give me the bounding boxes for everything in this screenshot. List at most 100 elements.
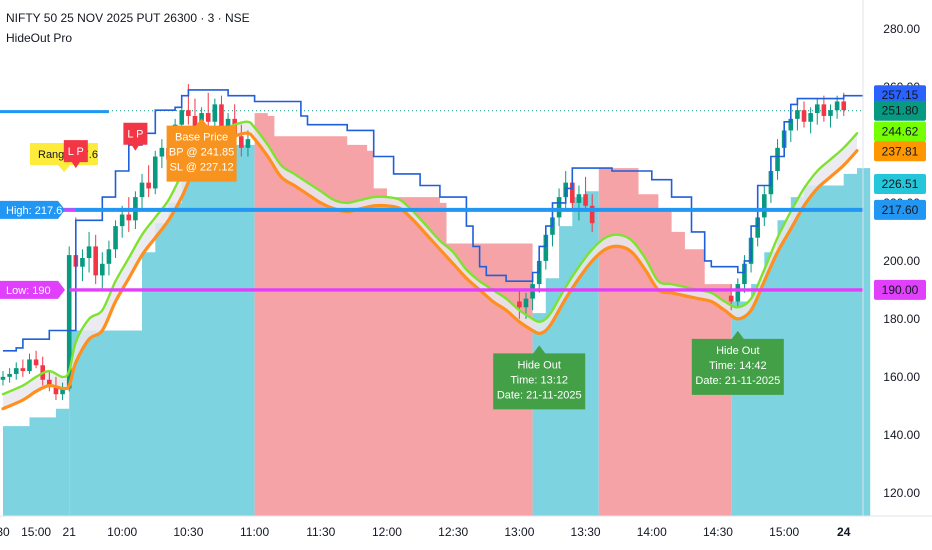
candle <box>146 165 151 198</box>
x-tick-label: 12:00 <box>372 525 402 539</box>
x-tick-label: 30 <box>0 525 10 539</box>
candle-body <box>728 295 734 302</box>
price-label: 244.62 <box>874 121 926 142</box>
lp-marker: L P <box>123 122 148 151</box>
candle-body <box>126 214 132 221</box>
price-label-box <box>874 279 926 300</box>
candle-body <box>576 194 582 203</box>
price-label-text: 251.80 <box>882 104 919 118</box>
candle <box>33 350 39 369</box>
y-tick-label: 180.00 <box>883 312 920 326</box>
price-label-text: 244.62 <box>882 125 919 139</box>
candle-body <box>106 249 112 264</box>
time-axis[interactable]: 30 15:00 21 10:00 10:30 11:00 11:30 12:00 12:30 1… <box>0 525 851 539</box>
candle-body <box>239 136 244 148</box>
price-label-box <box>874 100 926 121</box>
candle <box>834 95 840 119</box>
range-high-tag-shape <box>0 200 65 219</box>
candles <box>0 84 847 401</box>
candle-body <box>583 194 588 206</box>
lp-marker: L P <box>63 140 88 169</box>
candle <box>814 98 820 125</box>
candle <box>27 353 32 374</box>
candle-body <box>219 104 224 128</box>
candle-body <box>192 115 198 134</box>
x-tick-label: 10:00 <box>107 525 137 539</box>
candle <box>205 92 211 128</box>
base-price-shape <box>166 118 237 182</box>
candle <box>808 107 813 134</box>
candle-body <box>93 246 98 276</box>
candle-body <box>517 301 522 308</box>
price-label: 257.15 <box>874 85 926 106</box>
hideout-2-shape <box>691 330 784 395</box>
candle-body <box>33 359 39 366</box>
price-label: 226.51 <box>874 174 926 195</box>
x-tick-label: 14:00 <box>637 525 667 539</box>
range-high-tag: High: 217.6 <box>0 200 65 219</box>
candle <box>828 104 833 128</box>
candle-body <box>556 197 562 218</box>
candle-body <box>821 104 827 116</box>
hideout-2-line-1: Time: 14:42 <box>709 360 767 372</box>
candle <box>86 231 92 273</box>
lp-marker-shape <box>63 140 88 169</box>
candle <box>576 185 582 221</box>
candle <box>589 194 595 232</box>
price-label-text: 217.60 <box>882 203 919 217</box>
candle <box>93 234 98 285</box>
hideout-2-callout: Hide Out Time: 14:42 Date: 21-11-2025 <box>691 330 784 395</box>
bear-zone-2 <box>254 113 533 516</box>
candle-body <box>139 182 145 198</box>
candle-body <box>205 113 211 122</box>
candle <box>126 197 132 232</box>
candle-body <box>523 298 529 308</box>
base-price-line-1: BP @ 241.85 <box>169 147 234 159</box>
candle-body <box>742 263 747 285</box>
candle-body <box>20 368 26 372</box>
price-label-text: 257.15 <box>882 88 919 102</box>
candle <box>80 249 85 282</box>
candle-body <box>86 246 92 258</box>
candle-body <box>60 388 65 395</box>
candle-body <box>225 118 231 128</box>
y-tick-label: 140.00 <box>883 428 920 442</box>
x-tick-label: 11:30 <box>306 525 335 539</box>
candle <box>762 185 767 227</box>
x-tick-label: 21 <box>63 525 77 539</box>
candle-body <box>808 113 813 122</box>
candle-body <box>66 255 72 389</box>
candle-body <box>775 147 780 172</box>
candle-body <box>179 110 185 125</box>
bull-zone-1 <box>69 144 255 516</box>
candle-body <box>795 110 800 119</box>
candle-body <box>113 226 118 250</box>
hideout-1-shape <box>493 345 586 410</box>
bear-zone-4 <box>598 168 732 516</box>
base-price-line-0: Base Price <box>175 132 228 144</box>
candle-body <box>814 104 820 114</box>
x-tick-label: 15:00 <box>21 525 51 539</box>
hideout-2-line-0: Hide Out <box>716 345 759 357</box>
candle <box>0 371 6 386</box>
x-tick-label: 14:30 <box>703 525 733 539</box>
hideout-1-callout: Hide Out Time: 13:12 Date: 21-11-2025 <box>493 345 586 410</box>
candle-body <box>7 373 12 377</box>
price-label-box <box>874 121 926 142</box>
range-high-tag-text: High: 217.6 <box>6 205 62 217</box>
candle-body <box>212 104 218 122</box>
hideout-2-line-2: Date: 21-11-2025 <box>695 375 780 387</box>
x-tick-label: 24 <box>837 525 851 539</box>
candle-body <box>27 359 32 372</box>
x-tick-label: 13:00 <box>504 525 534 539</box>
fast-line <box>1 120 859 396</box>
price-axis-labels: 257.15 251.80 244.62 237.81 226.51 217.60 190.… <box>874 85 926 300</box>
candle <box>775 139 780 180</box>
price-label-box <box>874 174 926 195</box>
candle <box>139 173 145 209</box>
candle-body <box>146 182 151 189</box>
lp-marker-text: L P <box>68 146 84 158</box>
candle-body <box>834 101 840 111</box>
